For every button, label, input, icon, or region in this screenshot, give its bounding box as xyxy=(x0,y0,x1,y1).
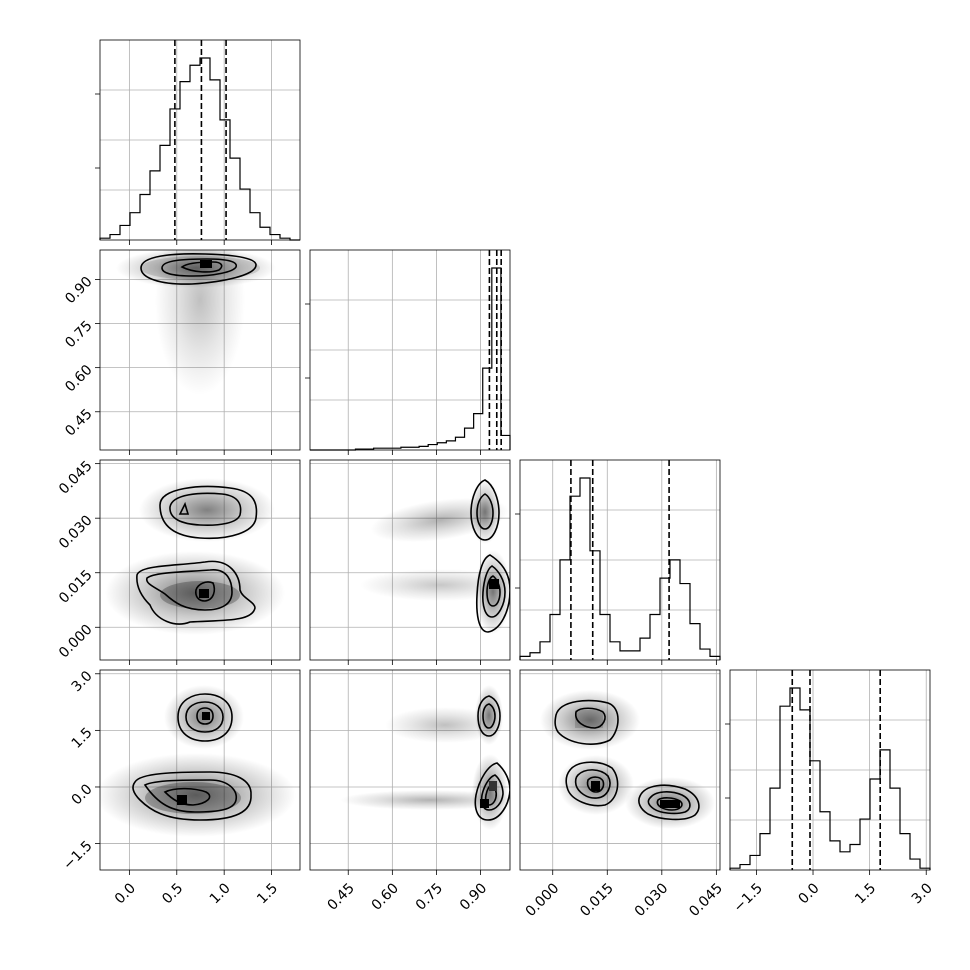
histogram-step-p2 xyxy=(519,477,721,660)
contour-middle-lower xyxy=(145,569,233,611)
histogram-p3 xyxy=(729,670,931,870)
contour-outer-upper xyxy=(159,485,258,540)
ytick-label-p2: 0.030 xyxy=(56,513,96,553)
ytick-label-p1: 0.60 xyxy=(62,362,95,395)
peak-bin xyxy=(489,579,499,589)
scatter-panel-p0-p1 xyxy=(100,250,300,450)
xtick-label-p3: −1.5 xyxy=(731,880,766,915)
xtick-label-p1: 0.45 xyxy=(324,880,357,913)
xtick-label-p1: 0.90 xyxy=(457,880,490,913)
peak-bin xyxy=(480,799,489,808)
ytick-label-p2: 0.015 xyxy=(56,567,96,607)
panel-frame-2-0 xyxy=(99,459,301,661)
xtick-label-p0: 1.5 xyxy=(254,880,281,907)
contour-inner-upper xyxy=(169,492,242,526)
scatter-panel-p2-p3 xyxy=(520,670,720,870)
scatter-panel-p0-p2 xyxy=(100,460,300,660)
xtick-label-p2: 0.000 xyxy=(523,880,563,920)
histogram-step-p1 xyxy=(310,267,511,451)
contour-inner-lower xyxy=(163,787,211,806)
panel-frame-3-3 xyxy=(729,669,931,871)
panel-frame-3-2 xyxy=(519,669,721,871)
xtick-label-p2: 0.045 xyxy=(686,880,726,920)
contour-inner xyxy=(180,261,223,273)
panel-frame-3-0 xyxy=(99,669,301,871)
xtick-label-p2: 0.015 xyxy=(577,880,617,920)
contour-middle-upper xyxy=(185,701,224,733)
scatter-panel-p1-p3 xyxy=(310,670,510,870)
histogram-step-p0 xyxy=(99,57,300,241)
peak-bin-2 xyxy=(489,781,497,791)
contour-inner-upper xyxy=(482,703,496,729)
contour-outer-upper xyxy=(477,695,501,737)
contour-inner-lower xyxy=(195,581,216,602)
contour-outer-a xyxy=(554,699,619,745)
contour-middle-b xyxy=(574,769,611,799)
peak-bin xyxy=(177,795,187,805)
xtick-label-p1: 0.60 xyxy=(369,880,402,913)
panel-frame-3-1 xyxy=(309,669,511,871)
xtick-label-p3: 1.5 xyxy=(852,880,879,907)
scatter-panel-p1-p2 xyxy=(310,460,510,660)
histogram-step-p3 xyxy=(729,687,931,870)
xtick-label-p3: 0.0 xyxy=(796,880,823,907)
panel-frame-2-1 xyxy=(309,459,511,661)
ytick-label-p3: 3.0 xyxy=(69,668,96,695)
ytick-label-p3: 1.5 xyxy=(69,725,96,752)
histogram-p2 xyxy=(519,460,721,660)
contour-outer-upper xyxy=(470,479,500,541)
contour-outer-lower xyxy=(136,560,256,625)
xtick-label-p3: 3.0 xyxy=(909,880,936,907)
contour-outer-lower xyxy=(475,554,510,633)
ytick-label-p2: 0.045 xyxy=(56,458,96,498)
xtick-label-p1: 0.75 xyxy=(413,880,446,913)
ytick-label-p1: 0.90 xyxy=(62,274,95,307)
panel-frame-1-1 xyxy=(309,249,511,451)
contour-middle-lower xyxy=(482,565,506,618)
panel-frame-2-2 xyxy=(519,459,721,661)
contour-inner-a xyxy=(575,707,606,729)
contour-outer-b xyxy=(565,761,619,807)
xtick-label-p0: 0.5 xyxy=(159,880,186,907)
contour-inner-lower xyxy=(486,575,501,607)
peak-bin-upper xyxy=(202,712,210,720)
contour-outer xyxy=(140,253,257,285)
histogram-p0 xyxy=(99,40,300,241)
contour-outer-lower xyxy=(132,771,252,821)
xtick-label-p0: 0.0 xyxy=(112,880,139,907)
scatter-panel-p0-p3 xyxy=(100,670,300,870)
histogram-p1 xyxy=(310,250,511,451)
contour-core-upper xyxy=(178,501,190,515)
ytick-label-p1: 0.75 xyxy=(62,318,95,351)
contour-inner-b xyxy=(586,776,605,793)
peak-bin-b xyxy=(591,781,600,791)
ytick-label-p1: 0.45 xyxy=(62,406,95,439)
panel-frame-1-0 xyxy=(99,249,301,451)
peak-bin-c xyxy=(660,800,680,808)
xtick-label-p0: 1.0 xyxy=(207,880,234,907)
contour-middle-lower xyxy=(480,774,504,811)
contour-middle-lower xyxy=(143,779,237,813)
contour-middle xyxy=(161,258,238,277)
xtick-label-p2: 0.030 xyxy=(632,880,672,920)
contour-middle-c xyxy=(647,791,691,815)
peak-bin xyxy=(199,589,209,598)
contour-outer-c xyxy=(638,784,700,821)
ytick-label-p2: 0.000 xyxy=(56,622,96,662)
ytick-label-p3: −1.5 xyxy=(60,838,95,873)
panel-frame-0-0 xyxy=(99,39,301,241)
contour-outer-upper xyxy=(177,693,233,742)
contour-inner-upper xyxy=(196,707,214,725)
ytick-label-p3: 0.0 xyxy=(69,781,96,808)
peak-bin xyxy=(200,260,212,268)
contour-outer-lower xyxy=(474,762,510,821)
contour-inner-upper xyxy=(476,493,494,530)
